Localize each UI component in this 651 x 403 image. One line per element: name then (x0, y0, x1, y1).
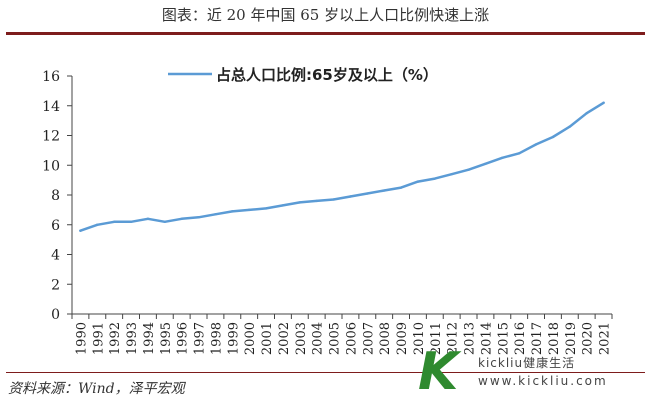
x-tick-label: 2002 (277, 322, 292, 355)
data-point (163, 220, 167, 223)
x-tick-label: 2015 (496, 322, 511, 355)
data-point (197, 216, 200, 219)
y-tick-label: 6 (51, 218, 60, 234)
x-tick-label: 2013 (463, 322, 478, 355)
watermark-logo: K (418, 342, 459, 402)
x-tick-label: 2003 (294, 322, 309, 355)
x-tick-label: 2014 (479, 322, 494, 355)
x-tick-label: 2010 (412, 322, 427, 355)
x-tick-label: 2005 (328, 322, 343, 355)
legend: 占总人口比例:65岁及以上（%） (168, 66, 438, 84)
data-point (79, 229, 82, 232)
figure-title: 图表：近 20 年中国 65 岁以上人口比例快速上涨 (161, 6, 490, 24)
x-tick-label: 2001 (260, 322, 275, 355)
data-point (416, 180, 420, 183)
x-tick-label: 2016 (513, 322, 528, 355)
data-point (112, 220, 116, 223)
y-tick-label: 14 (42, 99, 60, 115)
data-point (214, 213, 217, 216)
x-tick-label: 1999 (226, 322, 241, 355)
watermark-brand: kickliu健康生活 (478, 356, 576, 370)
x-tick-label: 1993 (125, 322, 140, 355)
y-axis: 0 2 4 6 8 10 12 14 16 (42, 69, 73, 323)
x-tick-label: 1998 (209, 322, 224, 355)
data-point (517, 152, 521, 155)
data-point (551, 135, 555, 139)
y-tick-label: 8 (51, 188, 60, 204)
x-tick-label: 1992 (108, 322, 123, 355)
data-point (501, 156, 504, 160)
x-tick-label: 2020 (581, 322, 596, 355)
x-tick-label: 1996 (176, 322, 191, 355)
x-tick-label: 1995 (159, 322, 174, 355)
x-tick-label: 2007 (361, 322, 376, 355)
x-tick-label: 2011 (429, 322, 444, 355)
data-point (568, 125, 572, 128)
y-tick-label: 12 (42, 129, 60, 145)
data-point (281, 204, 285, 207)
data-point (349, 195, 352, 198)
source-note: 资料来源：Wind，泽平宏观 (8, 381, 185, 397)
x-tick-label: 2017 (530, 322, 545, 355)
data-point (298, 201, 302, 204)
data-point (366, 192, 369, 195)
x-tick-label: 2012 (446, 322, 461, 355)
y-tick-label: 4 (51, 248, 60, 264)
x-axis: 1990 1991 1992 1993 1994 1995 1996 1997 1998 1999… (71, 313, 613, 355)
source-divider (6, 372, 645, 373)
data-point (534, 143, 538, 146)
data-point (96, 223, 99, 226)
x-tick-label: 2009 (395, 322, 410, 355)
data-point (315, 199, 318, 203)
watermark-url: www.kickliu.com (478, 374, 608, 388)
x-tick-label: 1990 (74, 322, 89, 355)
data-point (450, 172, 453, 176)
y-tick-label: 10 (42, 158, 60, 174)
x-tick-label: 2021 (598, 322, 613, 355)
data-point (231, 210, 234, 213)
data-point (129, 220, 133, 223)
data-point (602, 101, 605, 104)
x-tick-label: 2006 (344, 322, 359, 355)
x-tick-label: 1997 (193, 322, 208, 355)
x-tick-label: 2000 (243, 322, 258, 355)
data-point (382, 189, 386, 192)
x-tick-label: 2019 (564, 322, 579, 355)
x-tick-label: 1994 (142, 322, 157, 355)
data-point (247, 208, 251, 212)
data-point (146, 217, 150, 220)
series-line (79, 101, 605, 232)
watermark: K kickliu健康生活 www.kickliu.com (418, 346, 646, 398)
series-layer (79, 101, 605, 232)
data-point (180, 217, 183, 220)
y-tick-label: 0 (51, 307, 60, 323)
data-point (585, 111, 588, 115)
x-tick-label: 2004 (311, 322, 326, 355)
data-point (433, 177, 437, 180)
data-point (467, 168, 470, 171)
data-point (332, 198, 335, 201)
data-point (399, 186, 403, 189)
x-tick-label: 2008 (378, 322, 393, 355)
x-tick-label: 2018 (547, 322, 562, 355)
x-tick-label: 1991 (91, 322, 106, 355)
data-point (484, 162, 487, 165)
title-divider (6, 32, 645, 35)
y-tick-label: 16 (42, 69, 60, 85)
y-tick-label: 2 (51, 277, 60, 293)
data-point (264, 207, 268, 210)
legend-label: 占总人口比例:65岁及以上（%） (216, 66, 438, 84)
